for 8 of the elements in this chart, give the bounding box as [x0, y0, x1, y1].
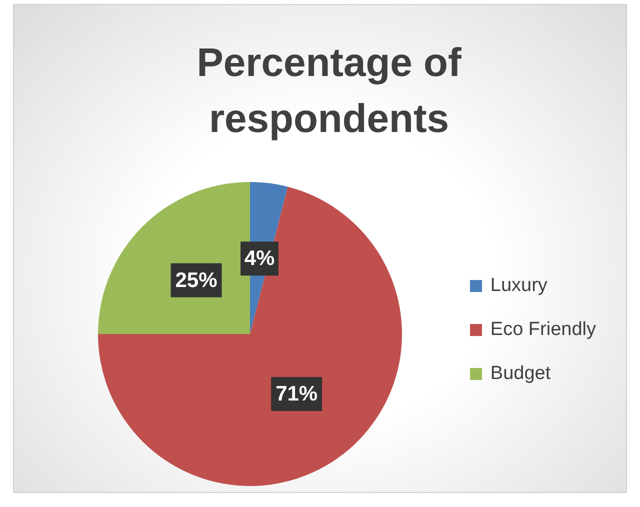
legend-label: Luxury	[490, 275, 548, 297]
data-label: 71%	[276, 382, 318, 406]
pie-slice	[98, 186, 402, 486]
data-label: 4%	[244, 247, 276, 270]
data-label: 25%	[175, 268, 218, 292]
legend-label: Budget	[490, 363, 551, 385]
legend-label: Eco Friendly	[490, 319, 596, 341]
chart-title: Percentage of respondents	[196, 40, 462, 143]
